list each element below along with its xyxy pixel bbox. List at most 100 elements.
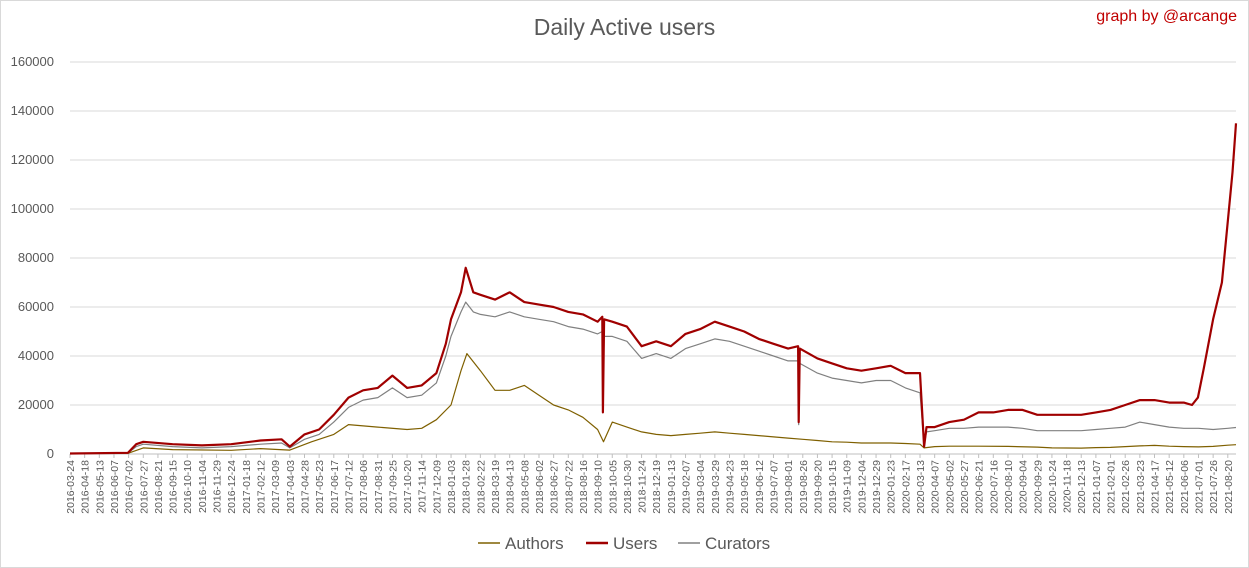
x-tick-label: 2017-07-12 [343, 460, 355, 514]
x-tick-label: 2020-05-02 [944, 460, 956, 514]
x-tick-label: 2017-06-17 [329, 460, 341, 514]
x-tick-label: 2016-11-04 [197, 460, 209, 513]
x-tick-label: 2020-01-23 [886, 460, 898, 514]
series-line-users [69, 123, 1238, 455]
x-tick-label: 2018-01-28 [461, 460, 473, 514]
x-tick-label: 2020-09-04 [1018, 460, 1030, 514]
x-tick-label: 2020-12-13 [1076, 460, 1088, 514]
x-tick-label: 2021-07-26 [1208, 460, 1220, 514]
x-tick-label: 2016-07-02 [124, 460, 136, 514]
x-tick-label: 2021-01-07 [1091, 460, 1103, 514]
x-tick-label: 2020-09-29 [1032, 460, 1044, 514]
x-tick-label: 2018-08-16 [578, 460, 590, 514]
y-tick-label: 40000 [18, 348, 54, 363]
x-tick-label: 2016-07-27 [138, 460, 150, 514]
x-tick-label: 2019-02-07 [681, 460, 693, 514]
x-tick-label: 2018-12-19 [651, 460, 663, 514]
x-tick-label: 2021-02-01 [1106, 460, 1118, 514]
x-tick-label: 2020-10-24 [1047, 460, 1059, 514]
x-tick-label: 2018-06-27 [549, 460, 561, 514]
chart-credit: graph by @arcange [1096, 8, 1237, 25]
x-tick-label: 2019-10-15 [827, 460, 839, 514]
x-tick-label: 2016-08-21 [153, 460, 165, 514]
x-tick-label: 2020-03-13 [915, 460, 927, 514]
x-tick-label: 2016-06-07 [109, 460, 121, 514]
x-tick-label: 2019-09-20 [812, 460, 824, 514]
x-tick-label: 2016-10-10 [182, 460, 194, 514]
x-tick-label: 2021-07-01 [1193, 460, 1205, 514]
y-axis: 0 20000 40000 60000 80000 100000 120000 140000 1… [11, 54, 54, 461]
x-tick-label: 2021-02-26 [1120, 460, 1132, 514]
x-tick-label: 2019-05-18 [739, 460, 751, 514]
series-lines [69, 123, 1238, 455]
x-tick-label: 2019-01-13 [666, 460, 678, 514]
x-tick-label: 2021-03-23 [1135, 460, 1147, 514]
x-axis: 2016-03-24 2016-04-18 2016-05-13 2016-06-07… [65, 454, 1235, 514]
x-tick-label: 2017-12-09 [431, 460, 443, 514]
y-tick-label: 140000 [11, 103, 54, 118]
chart-title: Daily Active users [533, 14, 716, 40]
x-tick-label: 2019-11-09 [842, 460, 854, 513]
x-tick-label: 2016-09-15 [168, 460, 180, 514]
series-line-curators [69, 301, 1237, 455]
x-tick-label: 2018-02-22 [475, 460, 487, 514]
x-tick-label: 2017-02-12 [256, 460, 268, 514]
x-tick-label: 2018-01-03 [446, 460, 458, 514]
legend-label-authors: Authors [505, 534, 564, 553]
x-tick-label: 2021-06-06 [1179, 460, 1191, 514]
x-tick-label: 2016-03-24 [65, 460, 77, 514]
x-tick-label: 2020-04-07 [930, 460, 942, 514]
x-tick-label: 2019-06-12 [754, 460, 766, 514]
legend: Authors Users Curators [478, 534, 770, 553]
x-tick-label: 2018-10-30 [622, 460, 634, 514]
x-tick-label: 2019-03-29 [710, 460, 722, 514]
legend-label-curators: Curators [705, 534, 770, 553]
x-tick-label: 2017-10-20 [402, 460, 414, 514]
x-tick-label: 2020-06-21 [974, 460, 986, 514]
x-tick-label: 2020-02-17 [900, 460, 912, 514]
series-line-authors [69, 353, 1237, 455]
x-tick-label: 2018-11-24 [637, 460, 649, 513]
x-tick-label: 2018-09-10 [593, 460, 605, 514]
x-tick-label: 2016-11-29 [212, 460, 224, 513]
y-tick-label: 100000 [11, 201, 54, 216]
y-tick-label: 160000 [11, 54, 54, 69]
x-tick-label: 2018-03-19 [490, 460, 502, 514]
gridlines [70, 61, 1236, 455]
x-tick-label: 2019-03-04 [695, 460, 707, 514]
x-tick-label: 2017-01-18 [241, 460, 253, 514]
x-tick-label: 2017-08-06 [358, 460, 370, 514]
x-tick-label: 2018-10-05 [607, 460, 619, 514]
x-tick-label: 2021-04-17 [1150, 460, 1162, 514]
x-tick-label: 2018-06-02 [534, 460, 546, 514]
x-tick-label: 2019-08-01 [783, 460, 795, 514]
x-tick-label: 2017-08-31 [373, 460, 385, 514]
x-tick-label: 2017-04-28 [299, 460, 311, 514]
x-tick-label: 2018-04-13 [505, 460, 517, 514]
x-tick-label: 2021-05-12 [1164, 460, 1176, 514]
y-tick-label: 20000 [18, 397, 54, 412]
x-tick-label: 2020-07-16 [988, 460, 1000, 514]
x-tick-label: 2017-11-14 [417, 460, 429, 513]
x-tick-label: 2019-12-29 [871, 460, 883, 514]
x-tick-label: 2019-12-04 [856, 460, 868, 514]
x-tick-label: 2017-04-03 [285, 460, 297, 514]
x-tick-label: 2017-03-09 [270, 460, 282, 514]
x-tick-label: 2019-07-07 [768, 460, 780, 514]
y-tick-label: 80000 [18, 250, 54, 265]
x-tick-label: 2017-09-25 [387, 460, 399, 514]
y-tick-label: 0 [47, 446, 54, 461]
x-tick-label: 2018-05-08 [519, 460, 531, 514]
x-tick-label: 2016-12-24 [226, 460, 238, 514]
x-tick-label: 2017-05-23 [314, 460, 326, 514]
x-tick-label: 2020-05-27 [959, 460, 971, 514]
x-tick-label: 2016-04-18 [80, 460, 92, 514]
x-tick-label: 2018-07-22 [563, 460, 575, 514]
x-tick-label: 2019-04-23 [725, 460, 737, 514]
x-tick-label: 2020-11-18 [1062, 460, 1074, 513]
y-tick-label: 60000 [18, 299, 54, 314]
x-tick-label: 2020-08-10 [1003, 460, 1015, 514]
y-tick-label: 120000 [11, 152, 54, 167]
legend-label-users: Users [613, 534, 657, 553]
